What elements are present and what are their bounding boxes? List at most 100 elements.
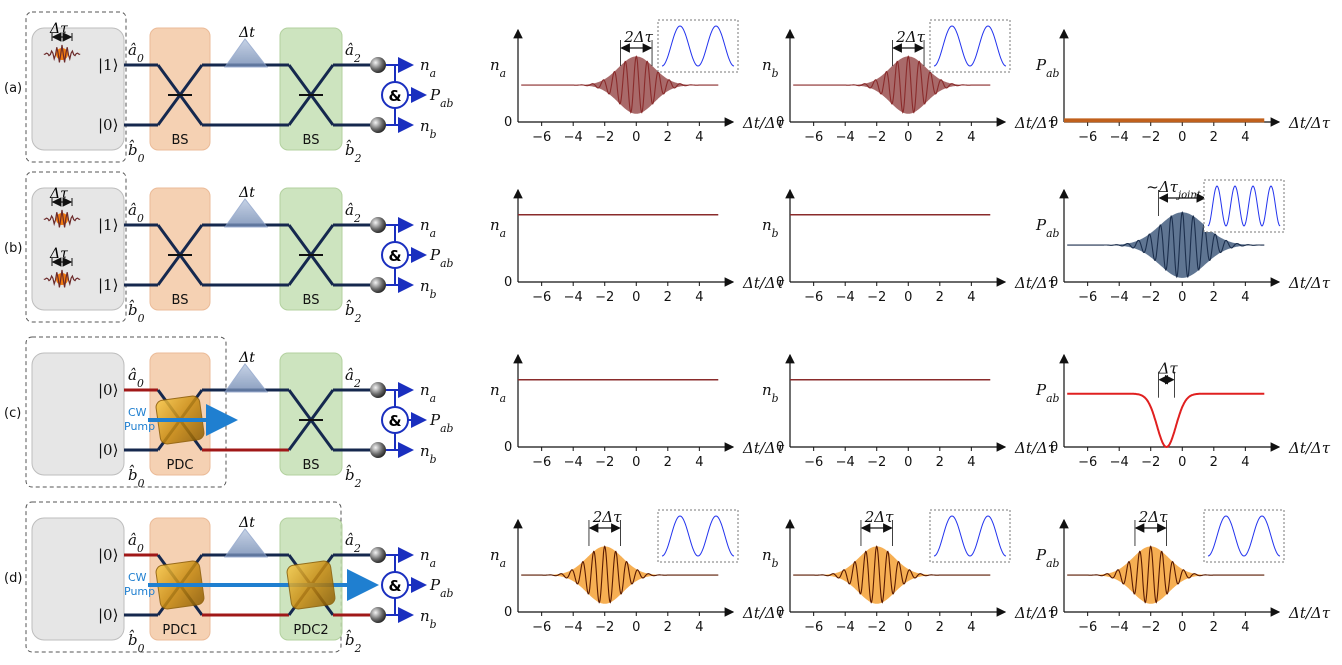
- mode-b2: b̂2: [345, 140, 362, 165]
- y-axis-label: Pab: [1035, 56, 1060, 80]
- x-tick-label: −2: [867, 620, 886, 635]
- plot-d-3: Pab 0 Δt/Δτ −6 −4 −2 0 2 4 2Δτ: [1035, 508, 1331, 635]
- x-tick-label: −6: [804, 130, 823, 145]
- x-tick-label: 4: [695, 455, 703, 470]
- detector-b: [370, 607, 386, 623]
- detector-b: [370, 117, 386, 133]
- inset-curve: [661, 25, 735, 67]
- element2-label: PDC2: [293, 623, 328, 638]
- x-tick-label: 0: [1178, 620, 1186, 635]
- x-tick-label: 2: [1210, 290, 1218, 305]
- x-tick-label: −4: [836, 130, 855, 145]
- x-axis-label: Δt/Δτ: [1014, 604, 1057, 622]
- x-tick-label: −6: [1078, 290, 1097, 305]
- y-axis-label: nb: [762, 216, 779, 240]
- envelope-fill: [793, 56, 991, 114]
- y-tick-zero: 0: [1050, 605, 1058, 620]
- x-tick-label: −2: [1141, 620, 1160, 635]
- annot-label: 2Δτ: [895, 28, 925, 46]
- plot-c-3: Pab 0 Δt/Δτ −6 −4 −2 0 2 4 Δτ: [1035, 353, 1331, 470]
- delay-prism: [224, 198, 269, 228]
- delay-prism: [224, 38, 269, 68]
- x-tick-label: 2: [664, 455, 672, 470]
- element2-label: BS: [303, 133, 320, 148]
- x-tick-label: −2: [595, 620, 614, 635]
- element1-label: PDC: [167, 458, 194, 473]
- y-axis-label: Pab: [1035, 546, 1060, 570]
- x-tick-label: 0: [1178, 130, 1186, 145]
- photon-pulse: Δτ: [43, 186, 81, 228]
- y-tick-zero: 0: [1050, 115, 1058, 130]
- inset-box: [1203, 179, 1285, 233]
- x-tick-label: 0: [632, 290, 640, 305]
- x-axis-label: Δt/Δτ: [1288, 274, 1331, 292]
- y-axis-label: na: [490, 381, 506, 405]
- pump-label: CW: [128, 571, 147, 584]
- element2-box: [279, 187, 343, 311]
- mode-a2: â2: [345, 201, 361, 225]
- mode-b0: b̂0: [128, 465, 145, 490]
- pump-label: Pump: [124, 585, 155, 598]
- element2-label: BS: [303, 458, 320, 473]
- element2-label: BS: [303, 293, 320, 308]
- y-tick-zero: 0: [1050, 275, 1058, 290]
- mode-a2: â2: [345, 366, 361, 390]
- coincidence-symbol: &: [388, 577, 401, 595]
- inset-curve: [933, 515, 1007, 557]
- y-tick-zero: 0: [504, 275, 512, 290]
- plot-b-1: na0 Δt/Δτ−6 −4 −2 0 2 4: [490, 188, 785, 305]
- x-tick-label: 0: [632, 455, 640, 470]
- schematic-row-1: (a) |1⟩ |0⟩ Δτ BS BS â0 b̂0 â2 b̂2 Δt & na Pab nb: [4, 11, 454, 165]
- output-na: na: [420, 381, 436, 405]
- row-label: (c): [4, 406, 21, 421]
- x-tick-label: 0: [904, 290, 912, 305]
- x-axis-label: Δt/Δτ: [1014, 439, 1057, 457]
- plot-b-3: Pab 0 Δt/Δτ −6 −4 −2 0 2 4 ~Δτjoint: [1035, 178, 1331, 305]
- x-tick-label: 4: [967, 455, 975, 470]
- mode-b2: b̂2: [345, 630, 362, 655]
- delay-prism: [224, 363, 269, 393]
- x-tick-label: 2: [936, 620, 944, 635]
- element1-box: [149, 27, 211, 151]
- x-tick-label: 0: [632, 620, 640, 635]
- y-axis-label: nb: [762, 546, 779, 570]
- source-box: [31, 517, 125, 641]
- x-tick-label: −4: [836, 620, 855, 635]
- envelope-fill: [521, 56, 719, 114]
- pulse-wave: [43, 209, 81, 228]
- source-box: [31, 27, 125, 151]
- output-na: na: [420, 216, 436, 240]
- element1-label: BS: [172, 133, 189, 148]
- x-tick-label: −2: [1141, 290, 1160, 305]
- ket-top: |0⟩: [98, 381, 118, 399]
- x-tick-label: 4: [1241, 290, 1249, 305]
- y-tick-zero: 0: [504, 440, 512, 455]
- x-tick-label: 0: [904, 455, 912, 470]
- x-tick-label: 2: [936, 455, 944, 470]
- y-tick-zero: 0: [776, 440, 784, 455]
- output-nb: nb: [420, 607, 437, 631]
- x-tick-label: −4: [836, 455, 855, 470]
- detector-a: [370, 217, 386, 233]
- y-tick-zero: 0: [504, 605, 512, 620]
- y-axis-label: na: [490, 216, 506, 240]
- pulse-width-label: Δτ: [49, 21, 68, 37]
- pulse-wave: [43, 44, 81, 63]
- x-tick-label: −2: [595, 290, 614, 305]
- mode-b0: b̂0: [128, 630, 145, 655]
- x-axis-label: Δt/Δτ: [742, 439, 785, 457]
- mode-a0: â0: [128, 41, 144, 65]
- pulse-width-label: Δτ: [49, 246, 68, 262]
- y-axis-label: Pab: [1035, 381, 1060, 405]
- y-axis-label: nb: [762, 56, 779, 80]
- x-tick-label: 0: [1178, 455, 1186, 470]
- ket-top: |1⟩: [98, 56, 118, 74]
- y-axis-label: Pab: [1035, 216, 1060, 240]
- x-tick-label: 2: [664, 130, 672, 145]
- x-tick-label: −4: [564, 290, 583, 305]
- pulse-width-label: Δτ: [49, 186, 68, 202]
- y-tick-zero: 0: [776, 275, 784, 290]
